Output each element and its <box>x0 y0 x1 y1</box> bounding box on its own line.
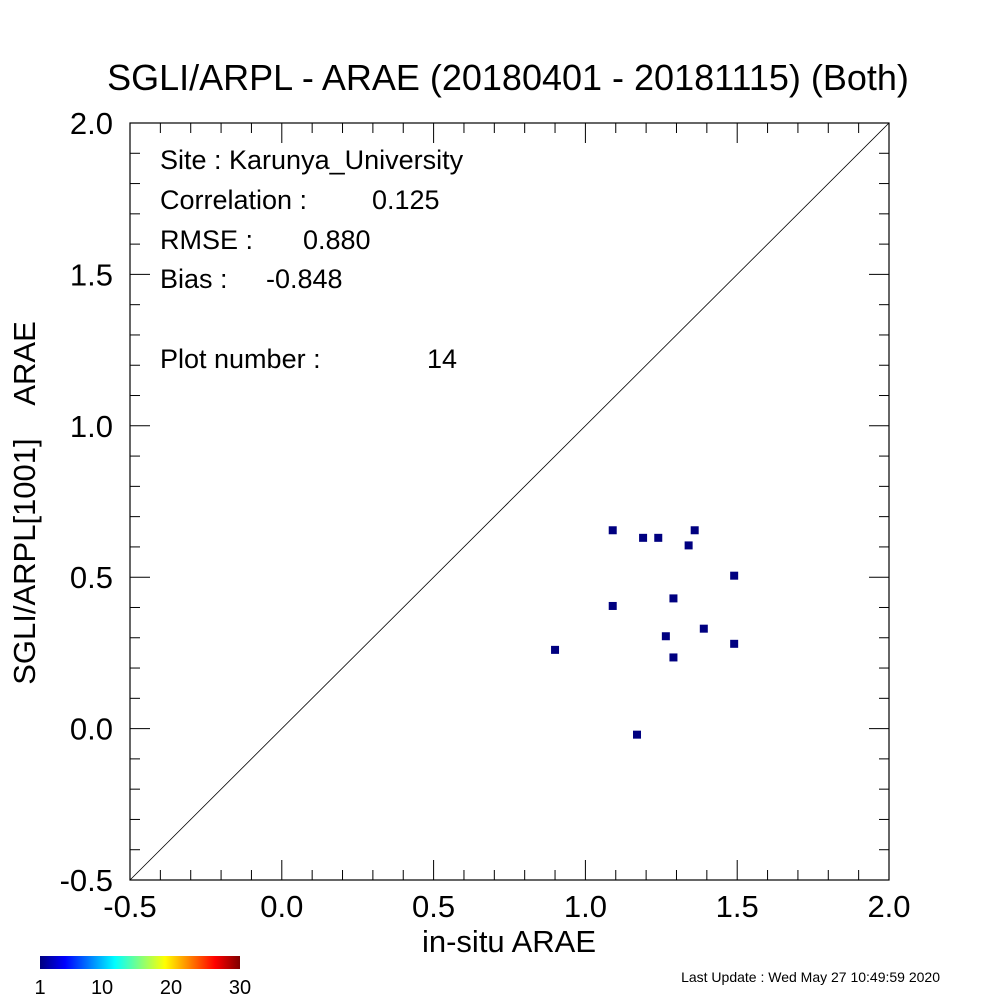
scatter-point <box>608 601 617 610</box>
scatter-point <box>730 639 739 648</box>
chart-title: SGLI/ARPL - ARAE (20180401 - 20181115) (… <box>107 57 909 98</box>
y-tick-label: 1.0 <box>70 409 113 444</box>
x-tick-label: 0.0 <box>260 889 303 924</box>
scatter-point <box>654 533 663 542</box>
scatter-point <box>608 526 617 535</box>
x-tick-label: -0.5 <box>103 889 156 924</box>
data-points <box>551 526 739 739</box>
scatter-point <box>669 594 678 603</box>
plot-number-value: 14 <box>427 344 457 374</box>
y-tick-label: 0.0 <box>70 712 113 747</box>
plot-area <box>129 122 890 881</box>
stats-annotation: Site : Karunya_University Correlation : … <box>160 145 464 374</box>
colorbar-tick-label: 20 <box>160 977 182 999</box>
y-tick-labels: -0.5 0.0 0.5 1.0 1.5 2.0 <box>60 106 113 898</box>
scatter-point <box>633 730 642 739</box>
plot-number-label: Plot number : <box>160 344 321 374</box>
y-tick-label: 0.5 <box>70 560 113 595</box>
x-tick-label: 1.0 <box>564 889 607 924</box>
x-tick-label: 0.5 <box>412 889 455 924</box>
major-ticks <box>129 122 890 881</box>
y-tick-label: -0.5 <box>60 863 113 898</box>
colorbar-tick-labels: 1 10 20 30 <box>34 977 251 999</box>
y-tick-label: 2.0 <box>70 106 113 141</box>
scatter-point <box>661 632 670 641</box>
scatter-point <box>699 624 708 633</box>
y-tick-label: 1.5 <box>70 257 113 292</box>
bias-value: -0.848 <box>266 264 343 294</box>
scatter-point <box>684 541 693 550</box>
x-tick-labels: -0.5 0.0 0.5 1.0 1.5 2.0 <box>103 889 910 924</box>
scatter-point <box>639 533 648 542</box>
x-tick-label: 1.5 <box>716 889 759 924</box>
scatter-point <box>690 526 699 535</box>
scatter-point <box>551 645 560 654</box>
colorbar-tick-label: 30 <box>229 977 251 999</box>
minor-ticks <box>130 123 889 880</box>
bias-label: Bias : <box>160 264 228 294</box>
last-update-text: Last Update : Wed May 27 10:49:59 2020 <box>681 969 940 985</box>
correlation-label: Correlation : <box>160 185 307 215</box>
scatter-point <box>669 653 678 662</box>
rmse-label: RMSE : <box>160 225 253 255</box>
y-axis-label: SGLI/ARPL[1001] ARAE <box>7 321 42 685</box>
colorbar <box>40 956 240 969</box>
rmse-value: 0.880 <box>303 225 371 255</box>
correlation-value: 0.125 <box>372 185 440 215</box>
x-tick-label: 2.0 <box>867 889 910 924</box>
colorbar-tick-label: 10 <box>91 977 113 999</box>
one-to-one-line <box>129 122 890 881</box>
site-label: Site : Karunya_University <box>160 145 464 175</box>
scatter-point <box>730 571 739 580</box>
x-axis-label: in-situ ARAE <box>422 924 596 959</box>
colorbar-tick-label: 1 <box>34 977 45 999</box>
